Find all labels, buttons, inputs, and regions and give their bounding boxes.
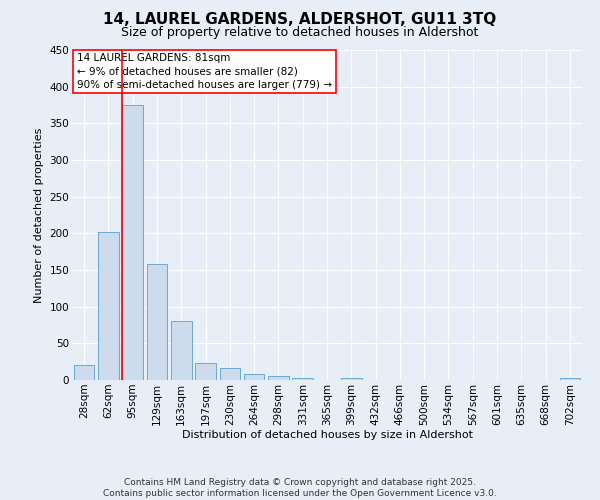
Bar	[560, 378, 580, 380]
Y-axis label: Number of detached properties: Number of detached properties	[34, 128, 44, 302]
Text: 14 LAUREL GARDENS: 81sqm
← 9% of detached houses are smaller (82)
90% of semi-de: 14 LAUREL GARDENS: 81sqm ← 9% of detache…	[77, 54, 332, 90]
Bar	[74, 366, 94, 380]
Text: 14, LAUREL GARDENS, ALDERSHOT, GU11 3TQ: 14, LAUREL GARDENS, ALDERSHOT, GU11 3TQ	[103, 12, 497, 28]
Bar	[292, 378, 313, 380]
Bar	[98, 232, 119, 380]
Bar	[244, 374, 265, 380]
Bar	[195, 363, 216, 380]
Bar	[122, 105, 143, 380]
Bar	[220, 368, 240, 380]
Text: Size of property relative to detached houses in Aldershot: Size of property relative to detached ho…	[121, 26, 479, 39]
Text: Contains HM Land Registry data © Crown copyright and database right 2025.
Contai: Contains HM Land Registry data © Crown c…	[103, 478, 497, 498]
X-axis label: Distribution of detached houses by size in Aldershot: Distribution of detached houses by size …	[182, 430, 473, 440]
Bar	[146, 264, 167, 380]
Bar	[268, 376, 289, 380]
Bar	[171, 322, 191, 380]
Bar	[341, 378, 362, 380]
